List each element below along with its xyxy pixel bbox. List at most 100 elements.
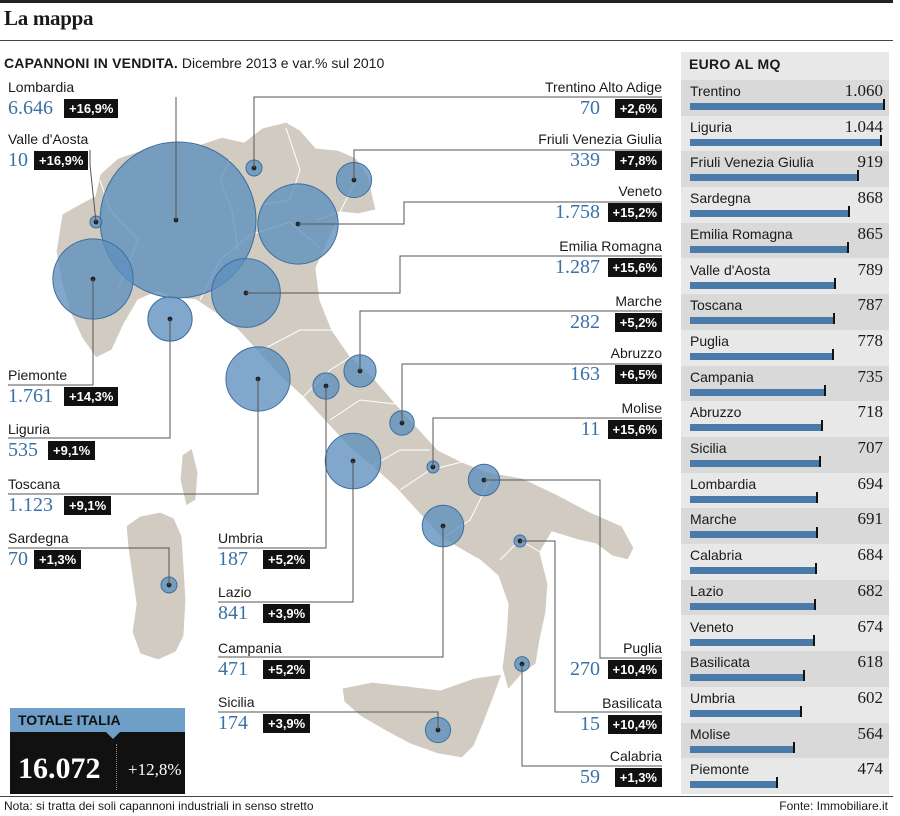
leader-marche (359, 310, 662, 371)
region-name-friuli-venezia-giulia: Friuli Venezia Giulia (538, 131, 662, 147)
region-change-friuli-venezia-giulia: +7,8% (614, 151, 662, 170)
bar (690, 602, 815, 610)
bar (690, 138, 881, 146)
bar-row-lazio: Lazio 682 (681, 579, 889, 616)
bar-end-tick (857, 170, 860, 182)
region-change-abruzzo: +6,5% (614, 365, 662, 384)
bar-end-tick (812, 634, 815, 646)
bar-row-veneto: Veneto 674 (681, 616, 889, 652)
leader-friuli-venezia-giulia (353, 149, 662, 180)
region-count-marche: 282 (570, 311, 600, 333)
bar-row-toscana: Toscana 787 (681, 294, 889, 330)
bar-value-label: 674 (857, 616, 884, 636)
bar (690, 745, 793, 753)
bar-end-tick (814, 563, 817, 575)
subtitle-bold: CAPANNONI IN VENDITA. (4, 55, 179, 71)
leader-abruzzo (401, 363, 662, 423)
leader-lazio (218, 461, 354, 603)
bar-end-tick (833, 313, 836, 325)
bar (690, 495, 817, 503)
region-count-abruzzo: 163 (570, 363, 600, 385)
region-name-trentino-alto-adige: Trentino Alto Adige (544, 79, 662, 95)
region-change-toscana: +9,1% (64, 496, 112, 515)
region-change-campania: +5,2% (263, 660, 311, 679)
bar-row-piemonte: Piemonte 474 (681, 758, 889, 794)
region-name-toscana: Toscana (8, 476, 61, 492)
region-count-friuli-venezia-giulia: 339 (570, 149, 600, 171)
bar (690, 317, 834, 325)
region-count-puglia: 270 (570, 658, 600, 680)
bar-value-label: 618 (857, 652, 884, 672)
leader-sicilia (218, 711, 439, 730)
bar-row-friuli-venezia-giulia: Friuli Venezia Giulia 919 (681, 151, 889, 188)
region-count-campania: 471 (218, 658, 248, 680)
bar-end-tick (848, 206, 851, 218)
region-name-lombardia: Lombardia (8, 79, 75, 95)
bar-label: Umbria (690, 689, 736, 706)
region-name-molise: Molise (621, 400, 662, 416)
bar-row-liguria: Liguria 1.044 (681, 116, 889, 152)
region-count-valle-d-aosta: 10 (8, 149, 28, 171)
total-italia-box: TOTALE ITALIA 16.072 +12,8% (10, 708, 185, 794)
region-count-calabria: 59 (580, 766, 600, 788)
bar-row-trentino: Trentino 1.060 (681, 80, 889, 116)
region-name-basilicata: Basilicata (602, 695, 662, 711)
bar-label: Calabria (690, 547, 743, 564)
region-count-liguria: 535 (8, 439, 38, 461)
bar-row-abruzzo: Abruzzo 718 (681, 401, 889, 437)
bar-row-calabria: Calabria 684 (681, 544, 889, 580)
bar-row-molise: Molise 564 (681, 722, 889, 759)
leader-trentino-alto-adige (253, 96, 662, 168)
region-name-piemonte: Piemonte (8, 367, 68, 383)
leader-molise (432, 417, 662, 467)
bar-value-label: 787 (857, 295, 884, 315)
total-value: 16.072 (18, 752, 101, 785)
bar (690, 352, 832, 360)
region-count-lazio: 841 (218, 602, 248, 624)
bar-label: Puglia (690, 332, 729, 349)
bubbles (52, 141, 530, 744)
bar-value-label: 778 (857, 330, 884, 350)
region-name-campania: Campania (218, 640, 282, 656)
region-change-umbria: +5,2% (263, 550, 311, 569)
region-change-basilicata: +10,4% (607, 715, 662, 734)
region-change-calabria: +1,3% (614, 768, 662, 787)
leader-valle-d-aosta (89, 150, 97, 223)
sardinia-shape (125, 511, 187, 661)
region-change-molise: +15,6% (607, 420, 662, 439)
bar (690, 281, 834, 289)
corsica-shape (179, 447, 199, 507)
region-count-lombardia: 6.646 (8, 97, 53, 119)
bar-label: Lombardia (690, 475, 757, 492)
bar (690, 388, 824, 396)
region-name-valle-d-aosta: Valle d'Aosta (8, 131, 89, 147)
title-rule (0, 40, 893, 41)
region-count-veneto: 1.758 (555, 201, 600, 223)
subtitle-rest: Dicembre 2013 e var.% sul 2010 (181, 55, 385, 71)
bar (690, 103, 883, 110)
leader-veneto (298, 201, 662, 225)
bar-label: Basilicata (690, 654, 750, 671)
bar-value-label: 718 (857, 402, 884, 422)
region-change-marche: +5,2% (614, 313, 662, 332)
bar-label: Valle d'Aosta (690, 261, 771, 278)
bar-end-tick (815, 527, 818, 539)
bar-value-label: 474 (857, 759, 884, 779)
region-name-abruzzo: Abruzzo (610, 345, 662, 361)
region-name-emilia-romagna: Emilia Romagna (559, 238, 662, 254)
region-name-calabria: Calabria (609, 748, 662, 764)
region-name-lazio: Lazio (218, 584, 252, 600)
bar (690, 245, 848, 253)
bar-end-tick (880, 134, 883, 146)
region-count-trentino-alto-adige: 70 (580, 97, 600, 119)
bar (690, 638, 813, 646)
section-title: La mappa (4, 6, 94, 30)
bar-row-campania: Campania 735 (681, 365, 889, 402)
bar-value-label: 694 (857, 473, 884, 493)
bar-label: Sicilia (690, 440, 727, 456)
leader-toscana (8, 379, 259, 495)
leader-liguria (8, 319, 171, 439)
bar-value-label: 735 (857, 366, 884, 386)
bar-label: Friuli Venezia Giulia (690, 154, 814, 171)
bar-end-tick (823, 384, 826, 396)
